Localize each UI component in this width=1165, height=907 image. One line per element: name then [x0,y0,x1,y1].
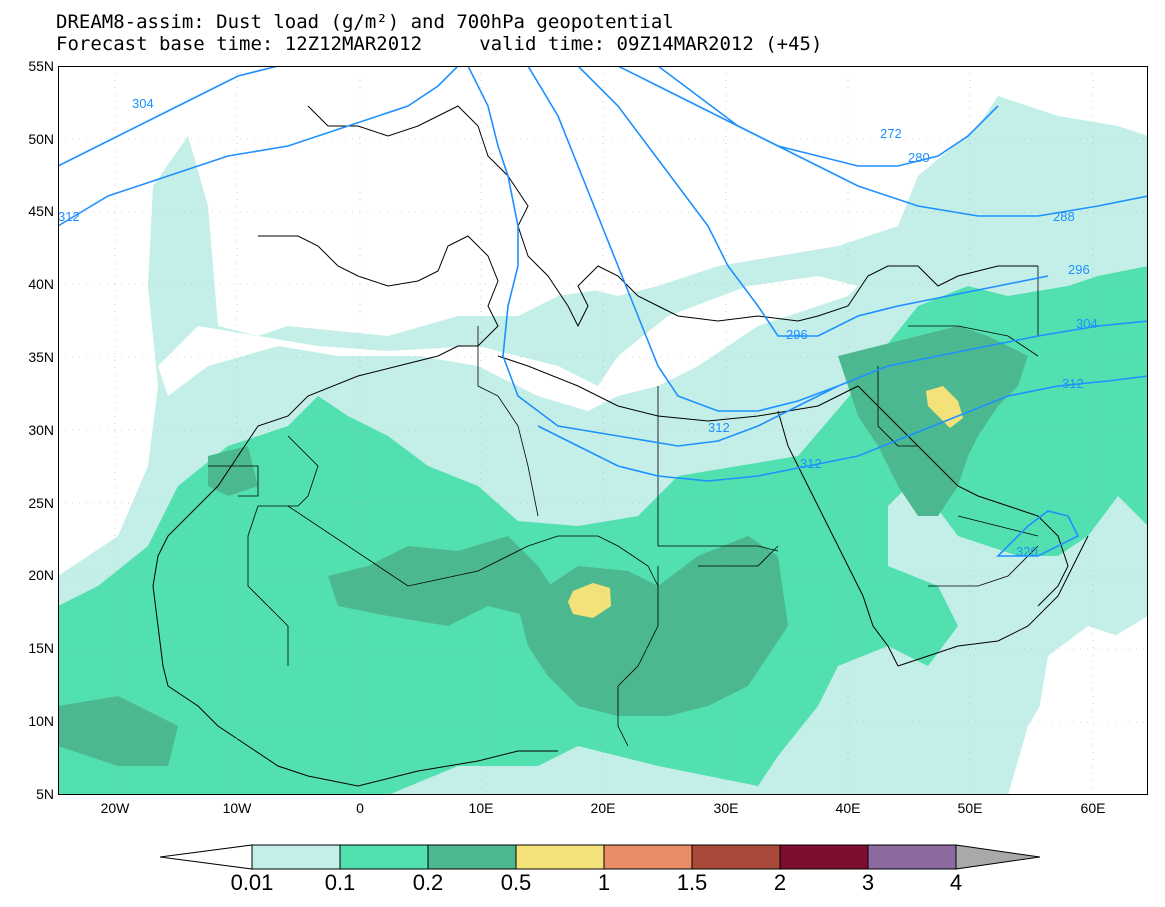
colorbar-label: 0.01 [230,870,274,895]
colorbar-swatch [427,844,517,870]
colorbar-high-arrow [955,844,1040,870]
geopotential-contours [58,66,1148,557]
dust-load-map: 304 312 296 272 280 288 296 304 312 312 … [58,66,1148,795]
graticule [58,66,1148,795]
map-border [58,66,1148,795]
lat-label-35n: 35N [28,349,54,365]
lon-label-30e: 30E [713,800,739,816]
colorbar-label: 1.5 [676,870,708,895]
coastlines [152,105,1089,787]
lat-label-45n: 45N [28,203,54,219]
colorbar-label: 2 [773,870,787,895]
country-borders [208,266,1039,747]
colorbar-swatch [867,844,957,870]
map-subtitle: Forecast base time: 12Z12MAR2012 valid t… [56,33,823,55]
lon-label-10e: 10E [468,800,494,816]
dust-level-02-regions [58,326,1028,766]
colorbar-swatch [603,844,693,870]
contour-label: 320 [1016,544,1038,559]
colorbar-label: 3 [861,870,875,895]
contour-label: 304 [1076,316,1098,331]
lat-label-5n: 5N [36,786,54,802]
lon-label-50e: 50E [957,800,983,816]
contour-label: 312 [708,420,730,435]
map-title: DREAM8-assim: Dust load (g/m²) and 700hP… [56,11,674,33]
contour-label: 312 [1062,376,1084,391]
colorbar-swatch [779,844,869,870]
colorbar-label: 1 [597,870,611,895]
lat-label-40n: 40N [28,276,54,292]
colorbar-swatch [515,844,605,870]
contour-label: 296 [1068,262,1090,277]
colorbar-swatch [251,844,341,870]
lat-label-15n: 15N [28,640,54,656]
colorbar-label: 0.5 [500,870,532,895]
contour-label: 280 [908,150,930,165]
lon-label-60e: 60E [1080,800,1106,816]
clear-regions [58,66,1148,726]
colorbar-label: 0.2 [412,870,444,895]
contour-label: 312 [58,209,80,224]
colorbar-swatch [339,844,429,870]
lat-label-50n: 50N [28,131,54,147]
colorbar-label: 4 [949,870,963,895]
contour-label: 296 [786,327,808,342]
lat-label-55n: 55N [28,58,54,74]
contour-label: 288 [1053,209,1075,224]
colorbar [160,844,1040,870]
lat-label-10n: 10N [28,713,54,729]
contour-label: 304 [132,96,154,111]
lon-label-0: 0 [356,800,364,816]
lon-label-20w: 20W [100,800,130,816]
colorbar-swatch [691,844,781,870]
lon-label-10w: 10W [222,800,252,816]
contour-label: 312 [800,456,822,471]
lon-label-40e: 40E [835,800,861,816]
contour-label: 272 [880,126,902,141]
lat-label-30n: 30N [28,422,54,438]
lat-label-20n: 20N [28,567,54,583]
lon-label-20e: 20E [590,800,616,816]
lat-label-25n: 25N [28,495,54,511]
colorbar-low-arrow [160,844,253,870]
colorbar-label: 0.1 [324,870,356,895]
